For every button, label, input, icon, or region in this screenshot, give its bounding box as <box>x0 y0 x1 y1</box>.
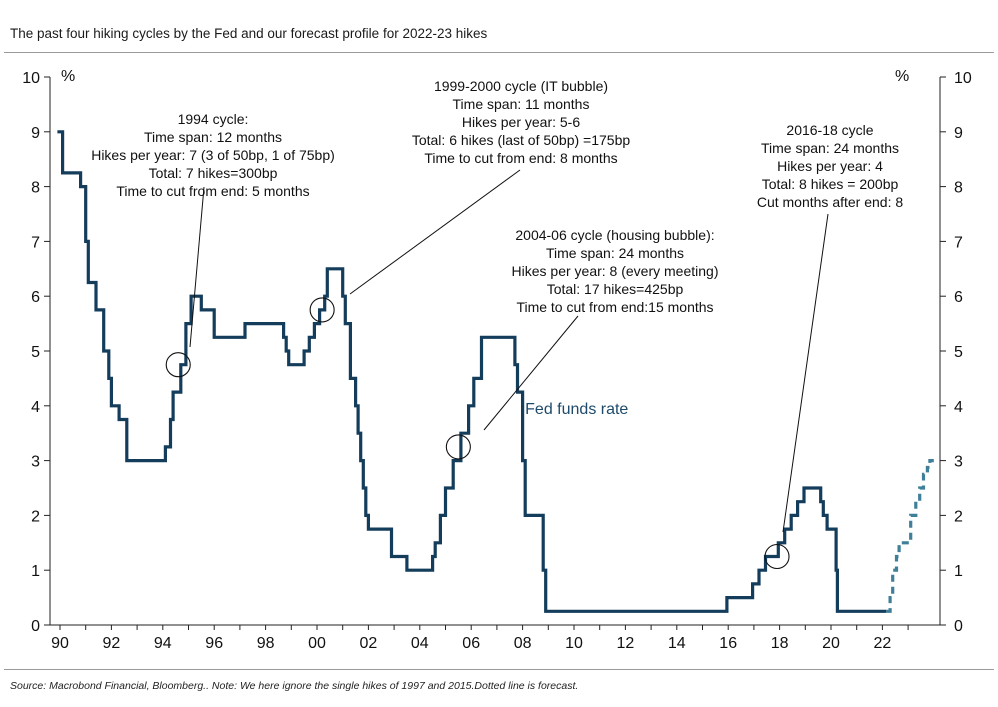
y-tick-label-left: 1 <box>31 563 40 580</box>
series-lines <box>57 130 934 613</box>
y-unit-left: % <box>61 68 75 85</box>
annotation-line: Time to cut from end: 5 months <box>116 183 309 199</box>
x-tick-label: 92 <box>103 635 121 652</box>
x-tick-label: 16 <box>719 635 737 652</box>
annotation-2: 1999-2000 cycle (IT bubble) Time span: 11… <box>309 78 631 323</box>
annotation-line: Cut months after end: 8 <box>757 194 904 210</box>
annotation-line: Hikes per year: 5-6 <box>462 114 580 130</box>
annotation-circle <box>165 352 191 378</box>
annotation-line: Time span: 24 months <box>546 245 684 261</box>
x-tick-label: 00 <box>308 635 326 652</box>
annotation-leader <box>189 186 205 348</box>
x-tick-label: 20 <box>822 635 840 652</box>
x-tick-label: 90 <box>51 635 69 652</box>
y-tick-label-left: 2 <box>31 508 40 525</box>
annotation-leader <box>483 315 579 431</box>
annotation-line: Time to cut from end: 8 months <box>424 150 617 166</box>
x-tick-label: 98 <box>257 635 275 652</box>
x-tick-label: 12 <box>617 635 635 652</box>
annotation-line: Hikes per year: 8 (every meeting) <box>512 263 719 279</box>
y-unit-right: % <box>895 68 909 85</box>
x-tick-label: 96 <box>205 635 223 652</box>
source-note: Source: Macrobond Financial, Bloomberg..… <box>10 680 579 692</box>
x-tick-label: 06 <box>462 635 480 652</box>
annotation-line: Hikes per year: 7 (3 of 50bp, 1 of 75bp) <box>91 147 335 163</box>
series-forecast <box>886 459 934 613</box>
x-tick-label: 02 <box>360 635 378 652</box>
y-tick-label-right: 5 <box>954 344 963 361</box>
x-tick-label: 18 <box>771 635 789 652</box>
y-axis-left: 0 1 2 3 4 5 6 7 8 9 10 <box>22 70 50 635</box>
y-tick-label-right: 6 <box>954 289 963 306</box>
annotation-line: 1999-2000 cycle (IT bubble) <box>434 78 608 94</box>
bottom-rule <box>4 669 994 670</box>
annotation-line: Total: 17 hikes=425bp <box>547 281 684 297</box>
annotation-4: 2016-18 cycle Time span: 24 months Hikes p… <box>757 122 904 570</box>
series-fed-funds-rate <box>57 130 887 613</box>
y-tick-label-left: 7 <box>31 234 40 251</box>
x-tick-label: 08 <box>514 635 532 652</box>
y-tick-label-right: 2 <box>954 508 963 525</box>
annotation-1: 1994 cycle: Time span: 12 months Hikes per… <box>91 111 335 378</box>
annotation-line: Time span: 11 months <box>453 96 590 112</box>
series-label-fed-funds-rate: Fed funds rate <box>525 401 628 418</box>
y-tick-label-left: 0 <box>31 618 40 635</box>
y-tick-label-left: 4 <box>31 399 40 416</box>
y-tick-label-left: 3 <box>31 454 40 471</box>
annotation-line: 2004-06 cycle (housing bubble): <box>515 227 714 243</box>
chart-title: The past four hiking cycles by the Fed a… <box>10 26 488 41</box>
annotation-line: Time to cut from end:15 months <box>516 299 713 315</box>
annotation-leader <box>782 213 829 533</box>
annotation-line: 2016-18 cycle <box>786 122 873 138</box>
y-axis-right: 0 1 2 3 4 5 6 7 8 9 10 <box>940 70 972 635</box>
x-tick-label: 14 <box>668 635 686 652</box>
y-tick-label-right: 4 <box>954 399 963 416</box>
y-tick-label-right: 8 <box>954 180 963 197</box>
annotation-circle <box>445 434 471 460</box>
annotation-line: Time span: 12 months <box>144 129 282 145</box>
y-tick-label-left: 10 <box>22 70 40 87</box>
y-tick-label-left: 9 <box>31 125 40 142</box>
x-tick-label: 10 <box>565 635 583 652</box>
y-tick-label-right: 1 <box>954 563 963 580</box>
annotation-circle <box>764 543 790 570</box>
y-tick-label-left: 8 <box>31 180 40 197</box>
annotation-line: Time span: 24 months <box>761 140 899 156</box>
annotation-3: 2004-06 cycle (housing bubble): Time span… <box>445 227 719 460</box>
annotations: 1994 cycle: Time span: 12 months Hikes per… <box>91 78 904 570</box>
x-axis: 90 92 94 96 98 00 02 04 06 08 10 12 14 16 18 20 22 <box>51 625 909 652</box>
x-tick-label: 04 <box>411 635 429 652</box>
y-tick-label-left: 5 <box>31 344 40 361</box>
annotation-line: Total: 6 hikes (last of 50bp) =175bp <box>412 132 631 148</box>
x-tick-label: 22 <box>874 635 892 652</box>
y-tick-label-right: 0 <box>954 618 963 635</box>
y-tick-label-right: 10 <box>954 70 972 87</box>
y-tick-label-right: 3 <box>954 454 963 471</box>
annotation-circle <box>309 297 335 323</box>
x-tick-label: 94 <box>154 635 172 652</box>
annotation-line: Hikes per year: 4 <box>777 158 883 174</box>
y-tick-label-right: 7 <box>954 234 963 251</box>
annotation-line: Total: 7 hikes=300bp <box>149 165 278 181</box>
y-tick-label-left: 6 <box>31 289 40 306</box>
annotation-line: Total: 8 hikes = 200bp <box>762 176 899 192</box>
annotation-line: 1994 cycle: <box>178 111 249 127</box>
y-tick-label-right: 9 <box>954 125 963 142</box>
annotation-leader <box>349 169 521 295</box>
top-rule <box>4 52 994 53</box>
